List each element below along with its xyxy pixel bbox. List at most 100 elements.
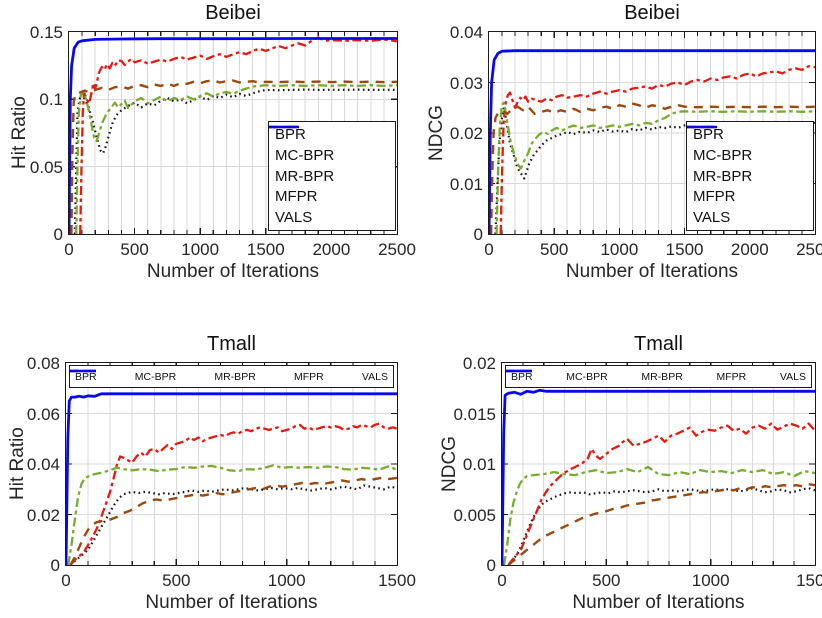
chart-title: Tmall bbox=[634, 333, 683, 355]
legend-line-sample bbox=[687, 125, 717, 129]
legend-label: VALS bbox=[693, 209, 731, 226]
x-tick-label: 2000 bbox=[312, 240, 351, 259]
chart-title: Beibei bbox=[624, 2, 680, 24]
legend-item-vals: VALS bbox=[687, 125, 807, 226]
x-tick-label: 1000 bbox=[691, 571, 730, 590]
legend-item-mr-bpr: MR-BPR bbox=[269, 125, 389, 185]
series-mc-bpr bbox=[499, 65, 815, 234]
x-tick-label: 500 bbox=[120, 240, 149, 259]
legend-label: BPR bbox=[511, 370, 533, 383]
series-vals bbox=[66, 392, 397, 565]
chart-title: Beibei bbox=[205, 2, 261, 24]
x-tick-label: 500 bbox=[540, 240, 569, 259]
legend-label: MR-BPR bbox=[214, 370, 256, 383]
chart-canvas bbox=[69, 32, 397, 234]
x-tick-label: 2500 bbox=[378, 240, 416, 259]
legend-label: BPR bbox=[693, 126, 724, 143]
series-mfpr bbox=[70, 79, 397, 234]
series-mr-bpr bbox=[502, 465, 815, 565]
x-tick-label: 500 bbox=[162, 571, 191, 590]
chart-title: Tmall bbox=[207, 333, 256, 355]
plot-area: BPR MC-BPR MR-BPR MFPR VALS bbox=[65, 362, 398, 566]
legend-label: BPR bbox=[275, 126, 306, 143]
legend-item-mr-bpr: MR-BPR bbox=[506, 369, 683, 383]
legend: BPR MC-BPR MR-BPR MFPR VALS bbox=[268, 121, 396, 231]
legend-item-mc-bpr: MC-BPR bbox=[269, 125, 389, 164]
legend-label: MFPR bbox=[275, 188, 318, 206]
legend-line-sample bbox=[70, 369, 96, 373]
legend-item-mfpr: MFPR bbox=[269, 125, 389, 206]
tick-marks bbox=[489, 32, 815, 234]
y-tick-label: 0.1 bbox=[39, 90, 63, 110]
legend-label: MFPR bbox=[716, 370, 747, 383]
subplot-tmall-hit-ratio: Tmall Hit Ratio BPR MC-BPR MR-BPR MFPR VALS … bbox=[0, 330, 416, 618]
plot-area: BPR MC-BPR MR-BPR MFPR VALS bbox=[501, 362, 816, 566]
series-vals bbox=[502, 388, 815, 565]
x-tick-label: 1000 bbox=[181, 240, 220, 259]
series-mfpr bbox=[489, 102, 815, 234]
legend-label: MR-BPR bbox=[693, 167, 753, 185]
y-tick-label: 0.015 bbox=[453, 404, 496, 424]
legend-label: MFPR bbox=[293, 370, 324, 383]
legend-line-sample bbox=[269, 125, 299, 129]
x-tick-label: 1000 bbox=[267, 571, 306, 590]
legend-label: MR-BPR bbox=[275, 167, 335, 185]
x-tick-label: 0 bbox=[64, 240, 74, 259]
y-tick-label: 0.06 bbox=[26, 404, 60, 424]
series-mc-bpr bbox=[507, 422, 815, 565]
legend-item-bpr: BPR bbox=[506, 369, 533, 383]
series-bpr bbox=[73, 88, 397, 234]
series-mfpr bbox=[507, 483, 815, 565]
series-vals bbox=[489, 49, 815, 234]
legend-item-mfpr: MFPR bbox=[506, 369, 747, 383]
y-tick-label: 0.02 bbox=[462, 354, 496, 373]
y-tick-label: 0 bbox=[50, 556, 60, 575]
x-axis-label: Number of Iterations bbox=[145, 592, 318, 613]
y-tick-label: 0.03 bbox=[449, 73, 483, 93]
legend-item-vals: VALS bbox=[269, 125, 389, 226]
y-tick-label: 0 bbox=[53, 225, 63, 244]
x-tick-label: 1500 bbox=[378, 571, 416, 590]
series-bpr bbox=[69, 484, 397, 565]
legend-label: MFPR bbox=[693, 188, 736, 206]
legend-item-mc-bpr: MC-BPR bbox=[70, 369, 177, 383]
y-tick-label: 0 bbox=[473, 225, 483, 244]
chart-canvas bbox=[502, 363, 815, 565]
x-tick-label: 1500 bbox=[246, 240, 285, 259]
legend-label: MC-BPR bbox=[134, 370, 177, 383]
legend: BPR MC-BPR MR-BPR MFPR VALS bbox=[69, 365, 394, 388]
legend-label: VALS bbox=[275, 209, 313, 226]
legend-item-vals: VALS bbox=[70, 369, 388, 383]
legend-label: BPR bbox=[75, 370, 97, 383]
legend-item-mfpr: MFPR bbox=[687, 125, 807, 206]
y-tick-label: 0 bbox=[486, 556, 496, 575]
x-tick-label: 0 bbox=[484, 240, 494, 259]
gridlines bbox=[502, 363, 815, 565]
legend-label: MC-BPR bbox=[693, 146, 753, 164]
y-tick-label: 0.15 bbox=[29, 23, 63, 42]
chart-canvas bbox=[66, 363, 397, 565]
series-mr-bpr bbox=[67, 464, 397, 565]
x-tick-label: 0 bbox=[497, 571, 507, 590]
x-tick-label: 2500 bbox=[796, 240, 822, 259]
y-tick-label: 0.05 bbox=[29, 157, 63, 177]
legend-item-vals: VALS bbox=[506, 369, 806, 383]
legend-line-sample bbox=[506, 369, 532, 373]
legend-item-mr-bpr: MR-BPR bbox=[687, 125, 807, 185]
y-tick-label: 0.08 bbox=[26, 354, 60, 373]
subplot-beibei-ndcg: Beibei NDCG BPR MC-BPR MR-BPR MFPR VALS Numb… bbox=[411, 0, 822, 330]
legend: BPR MC-BPR MR-BPR MFPR VALS bbox=[505, 365, 812, 388]
y-tick-label: 0.02 bbox=[26, 505, 60, 525]
subplot-beibei-hit-ratio: Beibei Hit Ratio BPR MC-BPR MR-BPR MFPR VALS… bbox=[0, 0, 416, 330]
x-tick-label: 0 bbox=[61, 571, 71, 590]
series-mr-bpr bbox=[75, 84, 397, 234]
legend-label: VALS bbox=[361, 370, 388, 383]
legend-label: MC-BPR bbox=[275, 146, 335, 164]
legend-item-mc-bpr: MC-BPR bbox=[687, 125, 807, 164]
plot-area: BPR MC-BPR MR-BPR MFPR VALS bbox=[68, 31, 398, 235]
plot-area: BPR MC-BPR MR-BPR MFPR VALS bbox=[488, 31, 816, 235]
gridlines bbox=[66, 363, 397, 565]
series-bpr bbox=[507, 487, 815, 565]
y-tick-label: 0.02 bbox=[449, 124, 483, 143]
